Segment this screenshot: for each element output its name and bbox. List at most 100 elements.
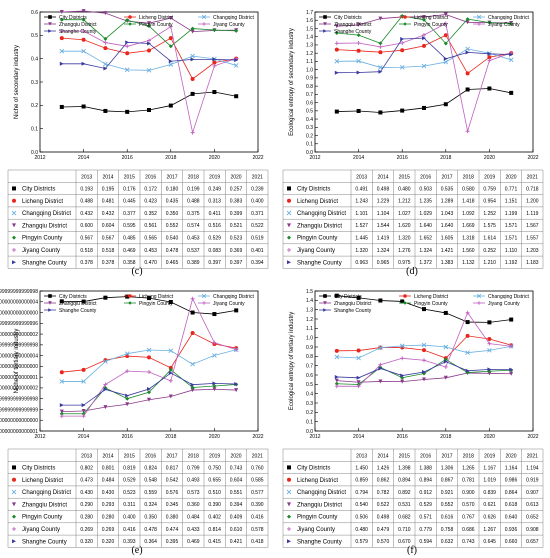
data-point — [212, 60, 217, 65]
data-point — [378, 69, 383, 74]
table-series-marker — [12, 526, 16, 531]
table-header-year: 2021 — [527, 175, 538, 181]
y-tick-label: 0.4 — [306, 117, 313, 123]
legend-label: Changqing District — [213, 294, 254, 300]
data-point — [59, 10, 64, 14]
table-header-year: 2018 — [188, 454, 199, 460]
panel-e: 0.20000000000000001 0.25000000000000000 0.… — [0, 279, 275, 558]
data-point — [400, 108, 405, 113]
data-point — [103, 40, 108, 45]
table-cell: 0.399 — [230, 211, 243, 217]
table-cell: 0.975 — [398, 260, 411, 266]
series-line — [336, 22, 512, 132]
data-point — [443, 41, 448, 46]
data-point — [356, 348, 361, 353]
series-zhangqiu-district — [59, 387, 239, 414]
y-tick-label: 0.75000000000000000 — [0, 310, 38, 316]
y-tick-label: 0.40000000000000002 — [0, 386, 38, 392]
table-cell: 0.488 — [187, 199, 200, 205]
table-cell: 0.600 — [80, 223, 93, 229]
data-point — [509, 371, 514, 376]
data-point — [125, 40, 130, 45]
data-point — [59, 379, 65, 384]
table-cell: 0.411 — [209, 211, 221, 217]
table-header-year: 2014 — [102, 454, 113, 460]
table-cell: 0.892 — [398, 490, 411, 496]
y-tick-label: 0.7 — [306, 92, 313, 98]
table-cell: 0.570 — [462, 502, 475, 508]
table-cell: 0.484 — [187, 514, 200, 520]
legend-label: Zhangqiu District — [334, 301, 372, 307]
table-cell: 0.561 — [144, 223, 157, 229]
x-tick-label: 2016 — [122, 155, 133, 161]
y-tick-label: 1.6 — [306, 18, 313, 24]
data-point — [400, 40, 405, 45]
legend-marker — [201, 293, 207, 299]
table-cell: 1.199 — [505, 211, 518, 217]
table-series-name: Licheng District — [22, 478, 63, 484]
data-point — [334, 31, 339, 35]
data-point — [443, 310, 448, 315]
legend-label: City Districts — [59, 294, 87, 300]
table-series-name: Pingyin County — [297, 236, 337, 242]
table-cell: 0.493 — [187, 478, 200, 484]
table-cell: 0.801 — [102, 465, 115, 471]
table-series-name: Changqing District — [297, 490, 346, 496]
table-cell: 0.794 — [355, 490, 368, 496]
table-cell: 0.416 — [251, 514, 264, 520]
series-line — [336, 37, 512, 74]
table-cell: 0.506 — [355, 514, 368, 520]
data-point — [509, 21, 514, 26]
table-cell: 0.393 — [123, 539, 136, 545]
table-series-marker — [287, 247, 291, 252]
data-point — [487, 369, 492, 374]
data-point — [378, 365, 383, 370]
table-cell: 1.110 — [505, 248, 517, 254]
data-point — [356, 375, 361, 380]
legend-marker — [128, 301, 132, 305]
panel-label: (c) — [131, 266, 142, 277]
table-cell: 0.670 — [398, 539, 411, 545]
y-tick-label: 0.6 — [306, 100, 313, 106]
table-cell: 1.252 — [483, 211, 496, 217]
data-point — [443, 364, 448, 369]
panel-f: 0.0 0.1 0.2 0.3 0.4 0.5 0.6 0.7 0.8 0.9 1.0 1.1 1.2 1… — [275, 279, 550, 558]
legend-marker — [477, 22, 481, 26]
table-cell: 0.430 — [102, 490, 115, 496]
data-point — [334, 47, 339, 52]
data-point — [146, 347, 152, 353]
data-point — [103, 359, 108, 364]
table-series-name: City Districts — [297, 186, 330, 192]
table-series-marker — [12, 235, 16, 240]
legend-label: Licheng District — [139, 294, 174, 300]
data-point — [81, 48, 86, 54]
legend-marker — [202, 22, 206, 26]
table-cell: 0.799 — [187, 465, 200, 471]
table-cell: 1.571 — [505, 235, 518, 241]
data-point — [125, 44, 130, 49]
table-cell: 0.465 — [166, 260, 179, 266]
table-cell: 0.371 — [251, 211, 264, 217]
table-header-year: 2020 — [505, 175, 516, 181]
y-tick-label: 0.1 — [306, 419, 313, 425]
table-cell: 0.912 — [419, 490, 432, 496]
table-cell: 0.682 — [398, 514, 411, 520]
series-shanghe-county — [59, 40, 239, 71]
table-cell: 0.965 — [377, 260, 390, 266]
chart-e: 0.20000000000000001 0.25000000000000000 0.… — [0, 289, 269, 556]
table-cell: 0.652 — [526, 514, 539, 520]
table-series-name: Shanghe County — [22, 539, 67, 545]
data-point — [356, 70, 361, 75]
table-cell: 0.710 — [398, 527, 411, 533]
table-series-name: City Districts — [22, 465, 55, 471]
legend-marker — [48, 22, 52, 26]
data-point — [399, 64, 405, 70]
legend-marker — [477, 301, 481, 305]
data-point — [147, 397, 151, 402]
table-series-marker — [287, 260, 291, 265]
table-cell: 1.243 — [355, 199, 368, 205]
table-cell: 0.364 — [144, 539, 157, 545]
table-cell: 0.908 — [526, 527, 539, 533]
table-cell: 0.535 — [441, 186, 454, 192]
table-cell: 0.570 — [377, 539, 390, 545]
